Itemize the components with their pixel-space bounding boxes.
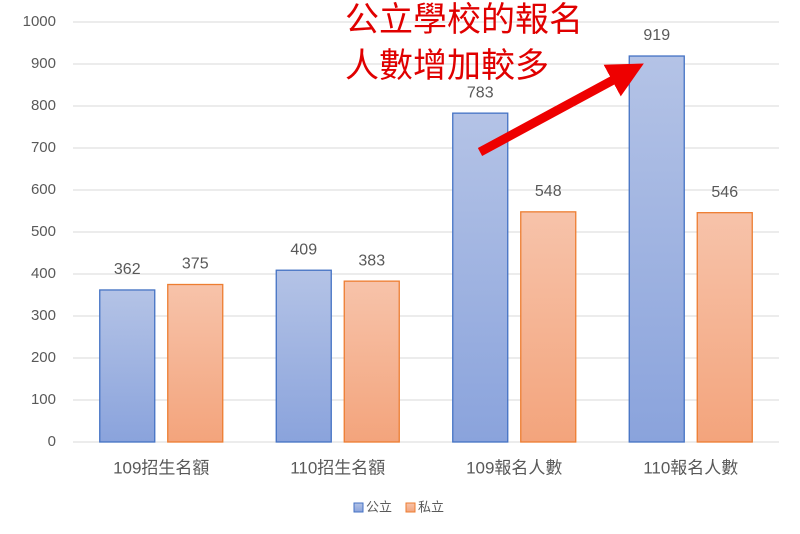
y-tick-label: 100 (31, 391, 56, 408)
data-label: 548 (535, 183, 562, 200)
bar (99, 289, 156, 443)
y-tick-label: 300 (31, 307, 56, 324)
y-tick-label: 1000 (23, 13, 56, 30)
x-tick-label: 109招生名額 (113, 458, 209, 477)
bar (696, 212, 753, 443)
bar (167, 283, 224, 443)
plot-area: 0 100 200 300 400 500 600 700 800 900 1000 109招生名額 3… (23, 13, 779, 514)
x-tick-label: 109報名人數 (466, 458, 562, 477)
legend-label: 公立 (366, 499, 392, 514)
legend-swatch (405, 502, 416, 513)
x-tick-label: 110招生名額 (290, 458, 385, 477)
data-label: 546 (711, 184, 738, 201)
data-label: 362 (114, 261, 141, 278)
bar (343, 280, 400, 443)
y-tick-label: 200 (31, 349, 56, 366)
y-tick-label: 700 (31, 139, 56, 156)
annotation-line: 公立學校的報名 (345, 1, 583, 39)
bar (275, 269, 332, 443)
legend-label: 私立 (418, 499, 444, 514)
legend-swatch (353, 502, 364, 513)
y-tick-label: 600 (31, 181, 56, 198)
y-tick-label: 400 (31, 265, 56, 282)
y-tick-label: 0 (48, 433, 56, 450)
y-tick-label: 900 (31, 55, 56, 72)
data-label: 375 (182, 256, 209, 273)
bar (628, 55, 685, 443)
data-label: 919 (643, 27, 670, 44)
annotation-arrow (477, 63, 644, 156)
data-label: 783 (467, 84, 494, 101)
data-label: 409 (290, 241, 317, 258)
bar (520, 211, 577, 443)
y-tick-label: 800 (31, 97, 56, 114)
data-label: 383 (358, 252, 385, 269)
x-tick-label: 110報名人數 (643, 458, 738, 477)
annotation-line: 人數增加較多 (345, 47, 549, 85)
y-tick-label: 500 (31, 223, 56, 240)
bar (452, 112, 509, 443)
